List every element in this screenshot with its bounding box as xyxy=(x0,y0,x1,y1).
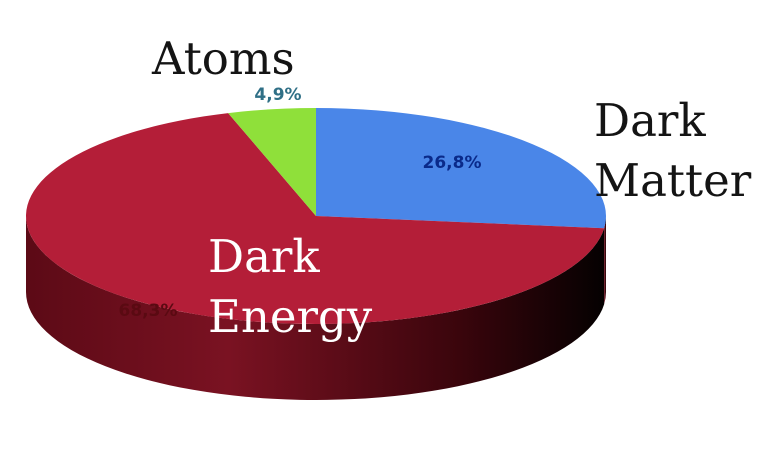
slice-value-label-dark-energy: 68,3% xyxy=(119,301,178,321)
slice-name-label-atoms: Atoms xyxy=(151,32,295,85)
pie-slice-atoms xyxy=(228,108,316,216)
pie-side-dark-matter xyxy=(604,216,606,305)
pie-top xyxy=(26,108,606,325)
slice-name-label-dark-matter-line1: Dark xyxy=(594,94,706,147)
pie-slice-dark-energy xyxy=(26,113,605,325)
slice-name-label-dark-energy-line1: Dark xyxy=(208,230,320,283)
pie-side-dark-energy xyxy=(26,216,605,400)
slice-name-label-dark-energy-line2: Energy xyxy=(208,290,373,343)
slice-name-label-dark-matter-line2: Matter xyxy=(594,154,752,207)
slice-value-label-atoms: 4,9% xyxy=(254,85,301,105)
slice-value-label-dark-matter: 26,8% xyxy=(423,153,482,173)
pie-slice-dark-matter xyxy=(316,108,606,229)
pie-side-wall xyxy=(26,216,606,400)
